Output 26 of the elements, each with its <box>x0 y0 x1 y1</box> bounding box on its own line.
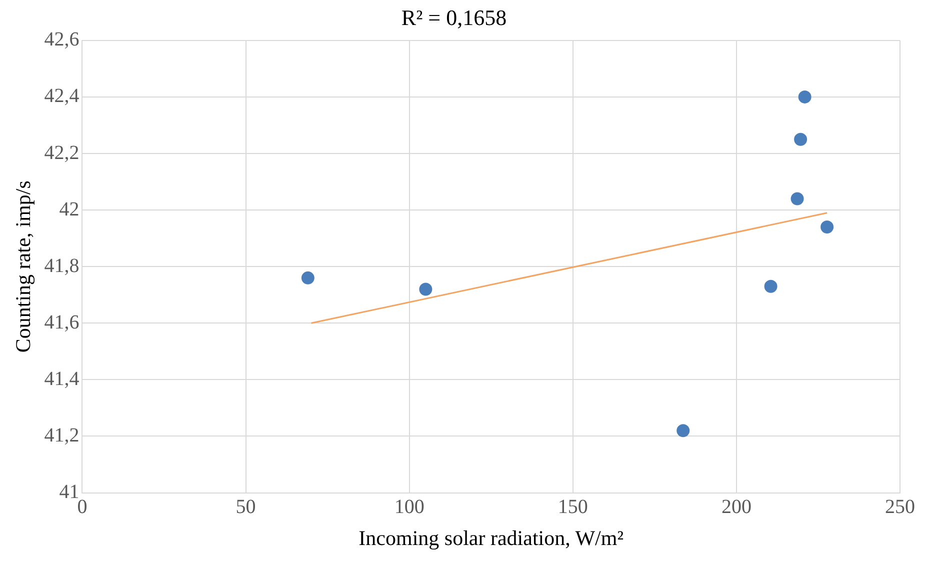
point <box>676 424 690 438</box>
chart-title: R² = 0,1658 <box>401 4 507 30</box>
x-tick-label: 200 <box>721 496 752 518</box>
y-tick-label: 41,8 <box>44 254 80 277</box>
x-axis-title: Incoming solar radiation, W/m² <box>358 526 624 550</box>
y-tick-label: 41 <box>59 481 80 504</box>
point <box>764 280 778 293</box>
point <box>419 282 432 296</box>
x-tick-label: 250 <box>885 496 915 518</box>
y-tick-label: 42,2 <box>44 142 80 164</box>
x-tick-label: 150 <box>558 496 588 518</box>
point <box>301 271 314 284</box>
point <box>820 220 834 234</box>
y-tick-label: 42,4 <box>44 85 80 108</box>
y-tick-label: 42 <box>59 198 80 220</box>
y-tick-label: 41,6 <box>44 311 80 334</box>
y-tick-label: 42,6 <box>44 28 80 51</box>
y-tick-label: 41,2 <box>44 424 80 446</box>
y-axis-title: Counting rate, imp/s <box>11 180 36 353</box>
x-tick-label: 50 <box>236 496 256 518</box>
point <box>790 192 804 206</box>
point <box>794 132 808 146</box>
y-tick-label: 41,4 <box>44 368 80 390</box>
x-tick-label: 0 <box>77 496 88 518</box>
point <box>798 90 812 104</box>
x-tick-label: 100 <box>394 496 424 518</box>
